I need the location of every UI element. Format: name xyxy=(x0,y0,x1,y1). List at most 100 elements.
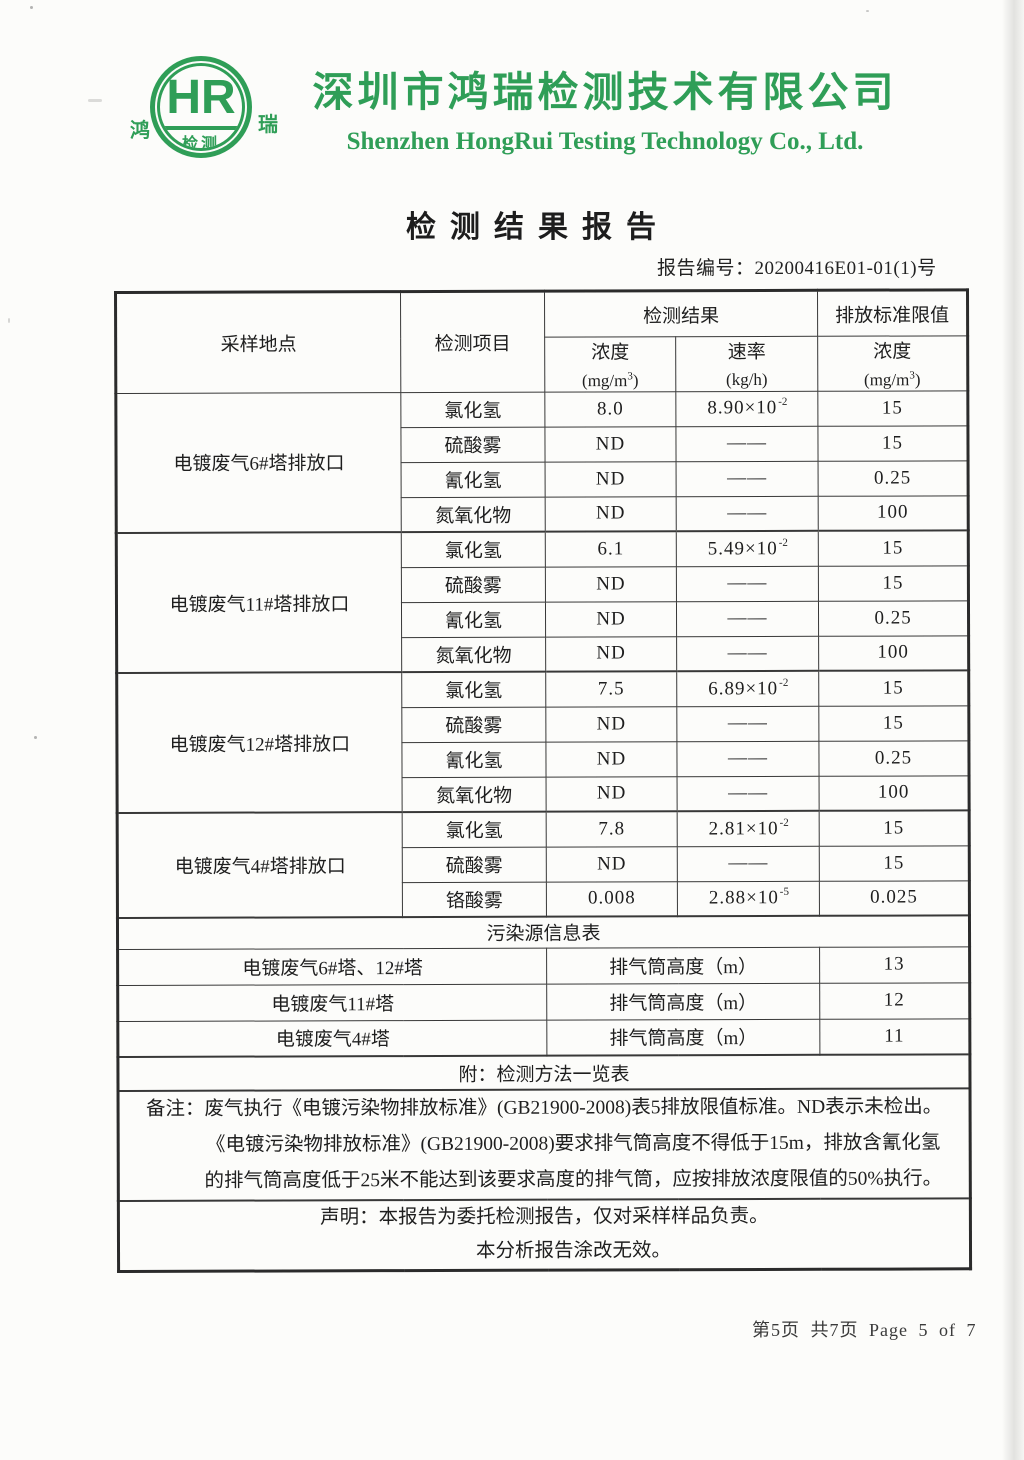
scan-edge-shadow xyxy=(1002,0,1024,1460)
rate-value: 2.81×10-2 xyxy=(677,810,820,847)
statement-row: 声明：本报告为委托检测报告，仅对采样样品负责。 本分析报告涂改无效。 xyxy=(118,1198,971,1272)
test-item: 硫酸雾 xyxy=(400,426,546,463)
pollution-param: 排气筒高度（m） xyxy=(546,1018,820,1056)
conc-value: 6.1 xyxy=(545,531,677,567)
test-item: 氯化氢 xyxy=(401,671,546,708)
rate-exp: -2 xyxy=(778,536,788,549)
logo-divider xyxy=(160,126,242,130)
pollution-value: 11 xyxy=(819,1018,970,1055)
test-item: 氮氧化物 xyxy=(401,496,546,533)
pollution-info-row: 电镀废气4#塔 排气筒高度（m） 11 xyxy=(117,1018,970,1058)
rate-base: —— xyxy=(726,432,768,454)
rate-label: 速率 xyxy=(727,342,766,364)
limit-value: 15 xyxy=(818,530,969,566)
limit-value: 0.25 xyxy=(818,740,970,776)
logo-circle-icon: HR 检测 Test xyxy=(150,56,252,158)
conc-value: 7.5 xyxy=(545,671,677,707)
rate-base: —— xyxy=(727,467,768,489)
conc-unit: (mg/m3) xyxy=(547,370,673,391)
header-item: 检测项目 xyxy=(400,291,545,393)
conc-value: 8.0 xyxy=(544,391,676,427)
limit-value: 0.25 xyxy=(818,460,969,496)
pollution-info-row: 电镀废气6#塔、12#塔 排气筒高度（m） 13 xyxy=(117,946,970,986)
table-row: 电镀废气4#塔排放口 氯化氢 7.8 2.81×10-2 15 xyxy=(117,810,970,919)
header-limit-group: 排放标准限值 xyxy=(817,289,968,337)
sampling-location: 电镀废气12#塔排放口 xyxy=(116,672,403,814)
remark-row: 备注：废气执行《电镀污染物排放标准》(GB21900-2008)表5排放限值标准… xyxy=(118,1088,971,1202)
pollution-source: 电镀废气6#塔、12#塔 xyxy=(117,947,547,986)
rate-base: —— xyxy=(728,782,769,804)
statement-text: 本报告为委托检测报告，仅对采样样品负责。 xyxy=(378,1206,769,1229)
limit-value: 0.25 xyxy=(818,600,969,636)
results-table: 采样地点 检测项目 检测结果 排放标准限值 浓度 (mg/m3) 速率 (kg/… xyxy=(114,288,973,1274)
header-result-group: 检测结果 xyxy=(544,290,818,338)
company-logo: 鸿 HR 检测 Test 瑞 xyxy=(128,42,280,184)
attachment-row: 附：检测方法一览表 xyxy=(117,1054,971,1092)
test-item: 氰化氢 xyxy=(401,741,547,778)
rate-value: —— xyxy=(676,495,819,532)
remark-cell: 备注：废气执行《电镀污染物排放标准》(GB21900-2008)表5排放限值标准… xyxy=(118,1088,971,1202)
rate-base: —— xyxy=(727,747,769,769)
page-footer: 第5页 共7页 Page 5 of 7 xyxy=(752,1320,977,1340)
rate-base: —— xyxy=(727,607,768,629)
conc-value: ND xyxy=(545,636,677,672)
sampling-location: 电镀废气4#塔排放口 xyxy=(117,812,403,919)
scan-speck xyxy=(34,736,37,739)
table-row: 电镀废气11#塔排放口 氯化氢 6.1 5.49×10-2 15 xyxy=(116,530,969,674)
logo-subtitle-cn: 检测 xyxy=(181,136,220,151)
conc-value: ND xyxy=(544,426,677,462)
limit-value: 0.025 xyxy=(819,880,970,916)
statement-cell: 声明：本报告为委托检测报告，仅对采样样品负责。 本分析报告涂改无效。 xyxy=(118,1198,971,1272)
sampling-location: 电镀废气6#塔排放口 xyxy=(115,392,402,534)
company-name-en: Shenzhen HongRui Testing Technology Co.,… xyxy=(346,128,864,155)
rate-value: —— xyxy=(676,705,819,742)
rate-value: —— xyxy=(677,845,820,882)
conc-value: ND xyxy=(545,601,677,637)
test-item: 氯化氢 xyxy=(401,531,546,568)
report-title: 检测结果报告 xyxy=(406,211,670,244)
scan-speck xyxy=(8,318,10,323)
limit-value: 15 xyxy=(817,390,968,426)
rate-exp: -2 xyxy=(779,816,789,829)
conc-value: 7.8 xyxy=(546,811,678,847)
rate-value: —— xyxy=(676,740,820,777)
rate-base: —— xyxy=(727,642,768,664)
statement-label: 声明： xyxy=(320,1207,379,1229)
test-item: 硫酸雾 xyxy=(401,706,546,743)
remark-text: 废气执行《电镀污染物排放标准》(GB21900-2008)表5排放限值标准。ND… xyxy=(204,1096,943,1120)
conc-unit-pre: (mg/m xyxy=(581,371,628,391)
test-item: 氮氧化物 xyxy=(402,776,547,813)
limit-conc-unit: (mg/m3) xyxy=(820,369,964,390)
limit-value: 15 xyxy=(818,670,969,706)
rate-value: —— xyxy=(677,775,820,812)
limit-value: 15 xyxy=(818,705,969,741)
logo-subtitle-en: Test xyxy=(160,147,242,148)
company-name-cn: 深圳市鸿瑞检测技术有限公司 xyxy=(312,69,898,115)
pollution-info-title-row: 污染源信息表 xyxy=(117,915,970,950)
remark-label: 备注： xyxy=(145,1098,205,1121)
remark-line-2: 《电镀污染物排放标准》(GB21900-2008)要求排气筒高度不得低于15m，… xyxy=(205,1132,941,1156)
remark-line-3: 的排气筒高度低于25米不能达到该要求高度的排气筒，应按排放浓度限值的50%执行。 xyxy=(204,1168,943,1192)
rate-value: —— xyxy=(676,600,819,637)
rate-base: —— xyxy=(727,712,768,734)
limit-unit-pre: (mg/m xyxy=(864,370,910,390)
conc-value: ND xyxy=(545,496,677,532)
header-limit-concentration: 浓度 (mg/m3) xyxy=(817,335,968,391)
rate-value: 5.49×10-2 xyxy=(676,530,819,567)
statement-line-1: 声明：本报告为委托检测报告，仅对采样样品负责。 xyxy=(122,1199,967,1236)
rate-base: 5.49×10 xyxy=(707,537,778,560)
logo-char-hong: 鸿 xyxy=(130,120,150,142)
rate-value: —— xyxy=(676,565,819,602)
rate-value: 6.89×10-2 xyxy=(676,670,819,707)
pollution-value: 13 xyxy=(819,946,970,983)
scan-speck xyxy=(866,10,869,12)
limit-value: 15 xyxy=(818,565,969,601)
statement-line-2: 本分析报告涂改无效。 xyxy=(475,1240,672,1263)
rate-base: 8.90×10 xyxy=(707,397,778,419)
header-rate: 速率 (kg/h) xyxy=(675,336,818,392)
test-item: 硫酸雾 xyxy=(402,846,547,883)
attachment-note: 附：检测方法一览表 xyxy=(117,1054,971,1092)
table-row: 电镀废气12#塔排放口 氯化氢 7.5 6.89×10-2 15 xyxy=(116,670,969,814)
pollution-source: 电镀废气11#塔 xyxy=(117,983,547,1022)
rate-unit: (kg/h) xyxy=(725,370,768,390)
